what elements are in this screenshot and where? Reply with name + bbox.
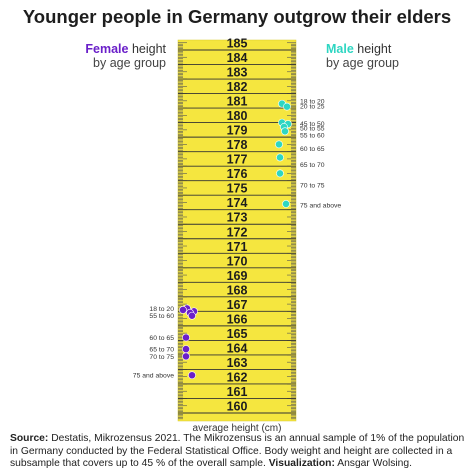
female-legend: Female height by age group (26, 42, 166, 70)
female-point (182, 345, 190, 354)
male-point-label: 55 to 60 (300, 133, 325, 140)
tick-label-168: 168 (227, 283, 248, 297)
tick-label-170: 170 (227, 254, 248, 268)
tick-label-175: 175 (227, 182, 248, 196)
source-text: Destatis, Mikrozensus 2021. The Mikrozen… (10, 433, 465, 469)
tick-label-180: 180 (227, 109, 248, 123)
tick-label-178: 178 (227, 138, 248, 152)
male-point-label: 60 to 65 (300, 146, 325, 153)
male-point (275, 140, 283, 149)
tick-label-161: 161 (227, 385, 248, 399)
female-point-label: 18 to 20 (149, 306, 174, 313)
tick-label-176: 176 (227, 167, 248, 181)
female-legend-colored: Female (85, 42, 129, 56)
male-point (282, 200, 290, 208)
chart-title: Younger people in Germany outgrow their … (22, 6, 452, 27)
male-point-label: 50 to 55 (300, 126, 325, 133)
tick-label-160: 160 (227, 400, 248, 414)
male-point-label: 18 to 20 (300, 99, 325, 106)
female-legend-rest: height (128, 42, 166, 56)
female-point (179, 306, 187, 314)
tick-label-164: 164 (227, 341, 248, 355)
measuring-tape (177, 39, 297, 422)
male-point-label: 65 to 70 (300, 162, 325, 169)
tick-label-163: 163 (227, 356, 248, 370)
tick-label-172: 172 (227, 225, 248, 239)
female-point (188, 371, 196, 380)
male-legend-line2: by age group (326, 56, 399, 70)
male-point-label: 20 to 25 (300, 104, 325, 111)
tape-minor-ticks (178, 42, 296, 420)
tick-label-173: 173 (227, 211, 248, 225)
tick-label-184: 184 (227, 51, 248, 65)
tick-label-174: 174 (227, 196, 248, 210)
tick-label-183: 183 (227, 66, 248, 80)
footer-note: Source: Destatis, Mikrozensus 2021. The … (10, 433, 468, 471)
female-point-label: 65 to 70 (149, 347, 174, 354)
female-point-label: 75 and above (133, 373, 174, 380)
male-legend-rest: height (353, 42, 392, 56)
tick-label-182: 182 (227, 80, 248, 94)
female-point (188, 311, 196, 320)
tick-label-179: 179 (227, 124, 248, 138)
female-legend-line2: by age group (93, 56, 166, 70)
viz-label: Visualization: (268, 458, 335, 469)
viz-text: Ansgar Wolsing. (334, 458, 412, 469)
tick-label-185: 185 (227, 37, 248, 51)
tick-label-177: 177 (227, 153, 248, 167)
tick-label-181: 181 (227, 95, 248, 109)
tick-label-171: 171 (227, 240, 248, 254)
female-point (182, 352, 190, 361)
tick-label-169: 169 (227, 269, 248, 283)
male-point (283, 102, 291, 111)
female-point-label: 70 to 75 (149, 354, 174, 361)
tick-label-162: 162 (227, 370, 248, 384)
female-point-label: 60 to 65 (149, 335, 174, 342)
male-point-label: 70 to 75 (300, 183, 325, 190)
female-point (182, 333, 190, 342)
male-point (281, 127, 289, 136)
tick-label-165: 165 (227, 327, 248, 341)
female-point-label: 55 to 60 (149, 313, 174, 320)
male-point (276, 153, 284, 162)
male-legend-colored: Male (326, 42, 354, 56)
source-label: Source: (10, 433, 49, 444)
y-axis-label: average height (cm) (193, 423, 282, 434)
tick-label-166: 166 (227, 312, 248, 326)
male-point-label: 75 and above (300, 203, 341, 210)
male-point (276, 169, 284, 178)
male-legend: Male height by age group (326, 42, 466, 70)
male-point-label: 45 to 50 (300, 121, 325, 128)
tick-label-167: 167 (227, 298, 248, 312)
